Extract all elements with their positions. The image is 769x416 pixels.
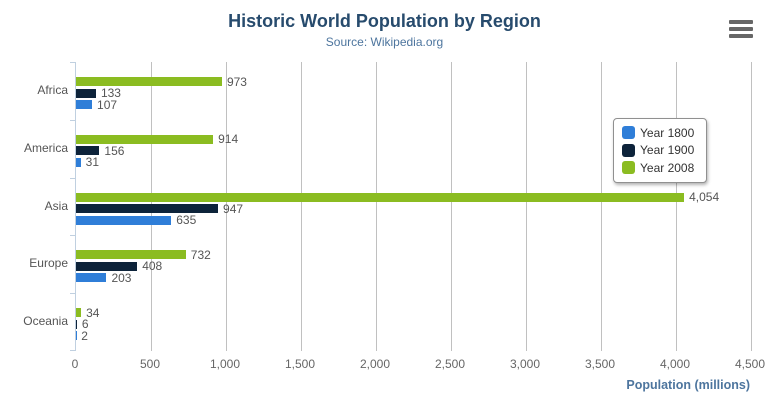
bar-year-1900-oceania[interactable]	[76, 319, 77, 329]
x-tick-label: 2,500	[434, 357, 466, 371]
legend-item-year-1900[interactable]: Year 1900	[622, 142, 694, 160]
value-axis-labels: 0 500 1,000 1,500 2,000 2,500 3,000 3,500 4,000 4…	[71, 357, 765, 373]
gridline	[750, 62, 752, 351]
bar-year-2008-america[interactable]	[76, 134, 214, 144]
category-label-asia: Asia	[44, 198, 68, 213]
hamburger-icon	[729, 34, 753, 38]
x-tick-label: 4,000	[659, 357, 691, 371]
gridline	[450, 62, 452, 351]
x-tick-label: 2,000	[359, 357, 391, 371]
bar-year-1800-america[interactable]	[76, 157, 81, 167]
bar-year-2008-oceania[interactable]	[76, 308, 82, 318]
legend-label: Year 1800	[640, 125, 695, 140]
bar-value-label: 732	[190, 247, 211, 262]
legend-symbol-year-1900	[622, 143, 635, 157]
bar-year-1800-africa[interactable]	[76, 100, 93, 109]
x-tick-label: 4,500	[734, 357, 766, 371]
bar-value-label: 635	[176, 213, 197, 228]
bar-year-1900-asia[interactable]	[76, 204, 219, 214]
bar-year-1900-africa[interactable]	[76, 88, 96, 98]
hamburger-icon	[729, 20, 753, 24]
bar-value-label: 4,054	[689, 190, 720, 205]
category-tick	[70, 177, 76, 179]
x-tick-label: 1,500	[284, 357, 316, 371]
bar-year-2008-asia[interactable]	[76, 192, 685, 202]
bar-value-label: 973	[226, 74, 247, 89]
category-tick	[70, 235, 76, 237]
bar-value-label: 133	[100, 86, 121, 100]
bar-year-1800-asia[interactable]	[76, 215, 172, 225]
bar-value-label: 156	[104, 143, 125, 158]
category-label-america: America	[23, 140, 68, 155]
legend-symbol-year-1800	[622, 126, 635, 140]
legend-item-year-2008[interactable]: Year 2008	[622, 159, 694, 177]
export-menu-button[interactable]	[729, 20, 753, 38]
bar-value-label: 203	[111, 270, 132, 285]
x-tick-label: 500	[139, 357, 161, 371]
bar-value-label: 6	[81, 317, 89, 332]
x-tick-label: 1,000	[209, 357, 241, 371]
category-label-africa: Africa	[37, 83, 68, 97]
bar-year-2008-europe[interactable]	[76, 250, 186, 260]
category-tick	[70, 62, 76, 63]
category-label-europe: Europe	[29, 256, 68, 271]
bar-year-1800-europe[interactable]	[76, 273, 107, 283]
bar-value-label: 107	[97, 97, 118, 112]
legend-label: Year 1900	[640, 143, 695, 158]
bar-value-label: 947	[223, 201, 244, 216]
legend-symbol-year-2008	[622, 161, 635, 175]
bar-year-2008-africa[interactable]	[76, 77, 222, 86]
category-axis-labels: Africa America Asia Europe Oceania	[0, 62, 68, 351]
chart-subtitle: Source: Wikipedia.org	[325, 35, 444, 49]
hamburger-icon	[729, 27, 753, 31]
category-tick	[70, 293, 76, 295]
legend-item-year-1800[interactable]: Year 1800	[622, 124, 694, 142]
gridline	[375, 62, 377, 351]
gridline	[600, 62, 602, 351]
bar-year-1900-america[interactable]	[76, 146, 100, 156]
x-tick-label: 0	[71, 357, 79, 371]
gridline	[525, 62, 527, 351]
plot-area: 973 133 107 914 156 31 4,054 947 635 732 408 203 34 6…	[70, 62, 752, 351]
x-axis-title: Population (millions)	[626, 378, 750, 392]
bar-value-label: 914	[218, 132, 239, 147]
bar-value-label: 2	[81, 328, 88, 343]
category-tick	[70, 119, 76, 121]
legend-label: Year 2008	[640, 160, 695, 175]
category-tick	[70, 350, 76, 351]
gridline	[675, 62, 677, 351]
bar-value-label: 34	[86, 305, 100, 320]
bar-value-label: 31	[85, 155, 99, 170]
x-tick-label: 3,000	[509, 357, 541, 371]
chart-title: Historic World Population by Region	[228, 11, 541, 31]
bar-value-label: 408	[142, 259, 163, 274]
category-label-oceania: Oceania	[23, 314, 68, 329]
bar-year-1900-europe[interactable]	[76, 261, 138, 271]
x-tick-label: 3,500	[584, 357, 616, 371]
gridline	[300, 62, 302, 351]
gridline	[225, 62, 227, 351]
legend: Year 1800 Year 1900 Year 2008	[613, 118, 708, 183]
